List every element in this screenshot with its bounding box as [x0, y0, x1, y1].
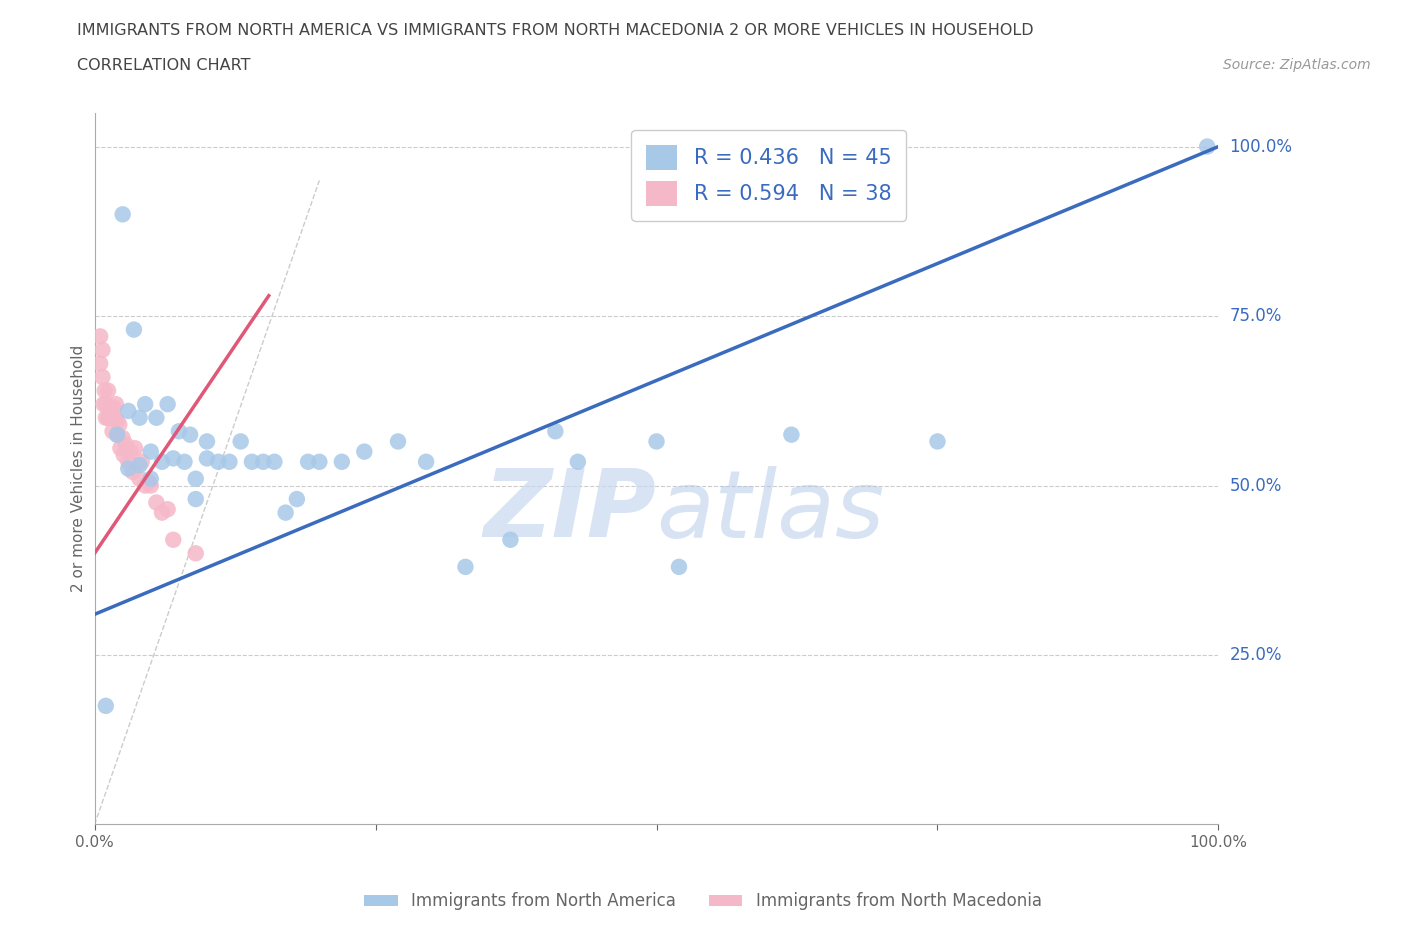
Text: IMMIGRANTS FROM NORTH AMERICA VS IMMIGRANTS FROM NORTH MACEDONIA 2 OR MORE VEHIC: IMMIGRANTS FROM NORTH AMERICA VS IMMIGRA… [77, 23, 1033, 38]
Point [124, 441, 146, 456]
Point [668, 560, 690, 575]
Point [139, 478, 162, 493]
Point [927, 434, 949, 449]
Point [145, 410, 167, 425]
Point [108, 417, 131, 432]
Point [117, 404, 139, 418]
Point [122, 322, 145, 337]
Point [162, 532, 184, 547]
Point [285, 492, 308, 507]
Point [98, 410, 121, 425]
Point [544, 424, 567, 439]
Point [98, 400, 121, 415]
Point [104, 397, 127, 412]
Point [134, 397, 156, 412]
Point [229, 434, 252, 449]
Point [195, 434, 218, 449]
Point [274, 505, 297, 520]
Point [218, 455, 240, 470]
Point [173, 455, 195, 470]
Point [128, 458, 150, 472]
Point [97, 410, 120, 425]
Point [297, 455, 319, 470]
Text: 25.0%: 25.0% [1230, 646, 1282, 664]
Point [110, 441, 132, 456]
Point [94, 410, 117, 425]
Point [93, 383, 115, 398]
Point [105, 414, 128, 429]
Point [330, 455, 353, 470]
Point [567, 455, 589, 470]
Point [353, 445, 375, 459]
Point [117, 455, 139, 470]
Point [195, 451, 218, 466]
Point [240, 455, 263, 470]
Point [184, 472, 207, 486]
Point [645, 434, 668, 449]
Text: Source: ZipAtlas.com: Source: ZipAtlas.com [1223, 58, 1371, 72]
Point [91, 342, 114, 357]
Text: ZIP: ZIP [484, 465, 657, 557]
Point [134, 478, 156, 493]
Point [156, 502, 179, 517]
Point [150, 505, 173, 520]
Point [207, 455, 229, 470]
Legend: R = 0.436   N = 45, R = 0.594   N = 38: R = 0.436 N = 45, R = 0.594 N = 38 [631, 130, 907, 220]
Point [184, 546, 207, 561]
Point [111, 431, 134, 445]
Text: CORRELATION CHART: CORRELATION CHART [77, 58, 250, 73]
Point [499, 532, 522, 547]
Point [415, 455, 437, 470]
Y-axis label: 2 or more Vehicles in Household: 2 or more Vehicles in Household [72, 345, 86, 592]
Point [115, 437, 138, 452]
Point [252, 455, 274, 470]
Legend: Immigrants from North America, Immigrants from North Macedonia: Immigrants from North America, Immigrant… [357, 885, 1049, 917]
Point [91, 369, 114, 384]
Point [167, 424, 190, 439]
Point [138, 474, 160, 489]
Point [117, 461, 139, 476]
Point [89, 329, 111, 344]
Point [156, 397, 179, 412]
Point [105, 427, 128, 442]
Point [101, 424, 124, 439]
Point [139, 472, 162, 486]
Text: 75.0%: 75.0% [1230, 307, 1282, 325]
Point [145, 495, 167, 510]
Point [100, 410, 122, 425]
Point [93, 397, 115, 412]
Point [97, 383, 120, 398]
Point [139, 445, 162, 459]
Point [112, 447, 135, 462]
Text: 100.0%: 100.0% [1230, 138, 1292, 155]
Point [105, 427, 128, 442]
Point [263, 455, 285, 470]
Point [89, 356, 111, 371]
Point [104, 410, 127, 425]
Point [150, 455, 173, 470]
Point [780, 427, 803, 442]
Point [179, 427, 201, 442]
Point [103, 400, 125, 415]
Point [94, 397, 117, 412]
Point [162, 451, 184, 466]
Point [454, 560, 477, 575]
Point [387, 434, 409, 449]
Point [128, 472, 150, 486]
Text: 50.0%: 50.0% [1230, 476, 1282, 495]
Point [308, 455, 330, 470]
Point [184, 492, 207, 507]
Point [111, 206, 134, 221]
Point [121, 464, 143, 479]
Point [128, 410, 150, 425]
Point [120, 445, 142, 459]
Point [94, 698, 117, 713]
Point [1197, 140, 1219, 154]
Point [131, 455, 153, 470]
Text: atlas: atlas [657, 466, 884, 557]
